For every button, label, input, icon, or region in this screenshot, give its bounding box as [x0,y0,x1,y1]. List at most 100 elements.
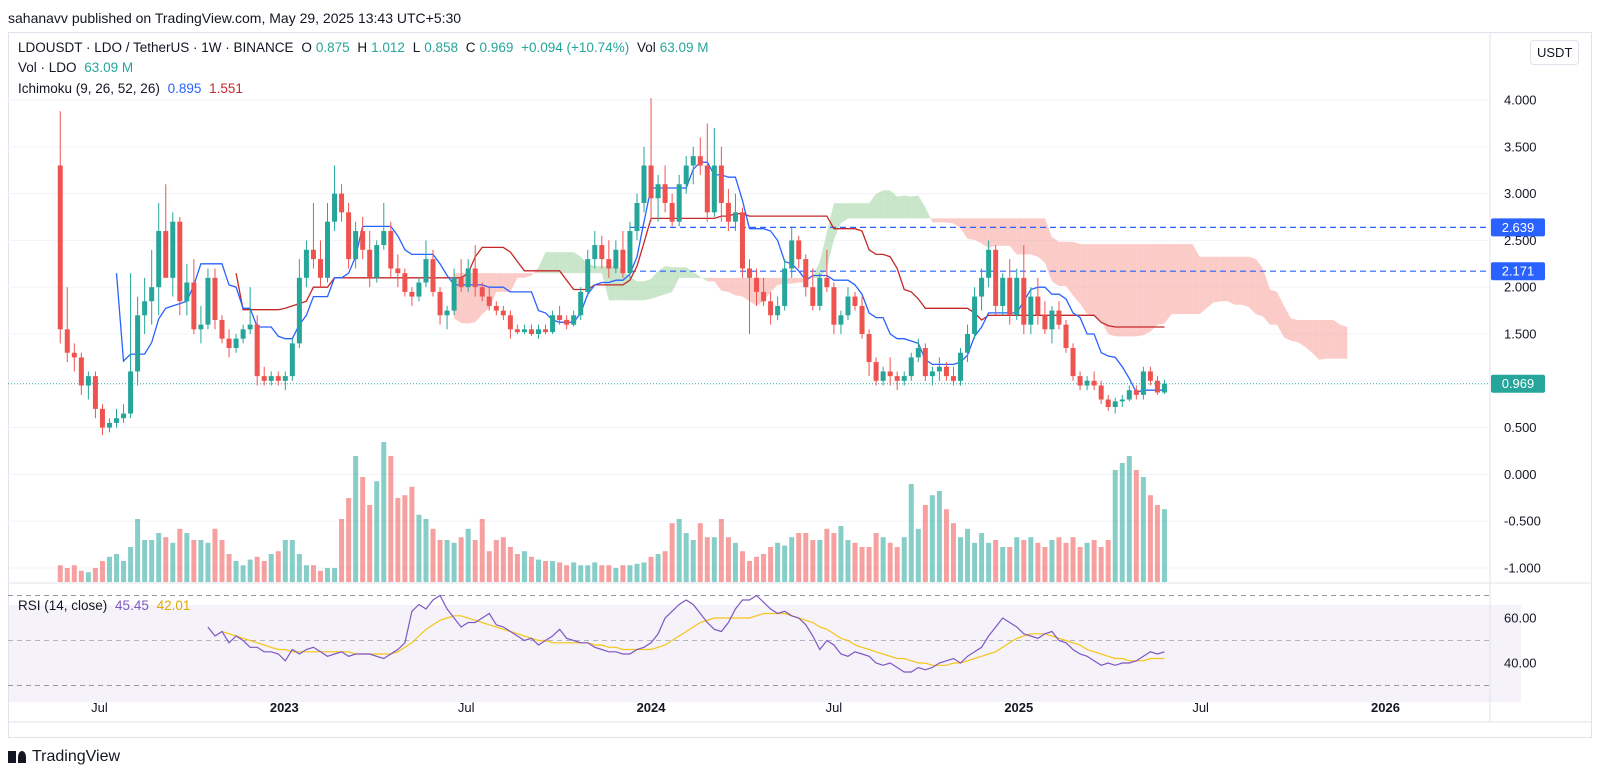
candle-body[interactable] [1063,324,1069,349]
candle-body[interactable] [873,362,879,381]
candle-body[interactable] [704,165,710,213]
candle-body[interactable] [472,268,478,288]
candle-body[interactable] [789,240,795,269]
candle-body[interactable] [979,277,985,297]
candle-body[interactable] [1028,296,1034,325]
candle-body[interactable] [339,193,345,213]
candle-body[interactable] [683,165,689,185]
candle-body[interactable] [1007,277,1013,316]
candle-body[interactable] [1077,376,1083,386]
candle-body[interactable] [486,296,492,306]
candle-body[interactable] [585,259,591,292]
candle-body[interactable] [929,371,935,377]
candle-body[interactable] [177,221,183,302]
candle-body[interactable] [1042,315,1048,330]
candle-body[interactable] [409,291,415,297]
candle-body[interactable] [114,418,120,423]
candle-body[interactable] [1021,277,1027,325]
candle-body[interactable] [1105,399,1111,408]
candle-body[interactable] [838,315,844,325]
candle-body[interactable] [662,184,668,203]
candle-body[interactable] [282,376,288,381]
candle-body[interactable] [184,282,190,302]
volume-indicator-label[interactable]: Vol · LDO [18,60,77,75]
candle-body[interactable] [796,240,802,260]
candle-body[interactable] [268,376,274,381]
candle-body[interactable] [198,324,204,330]
candle-body[interactable] [965,334,971,353]
candle-body[interactable] [325,221,331,278]
candle-body[interactable] [1049,310,1055,330]
candle-body[interactable] [761,291,767,302]
candle-body[interactable] [170,221,176,278]
candle-body[interactable] [1119,399,1125,402]
candle-body[interactable] [360,231,366,250]
candle-body[interactable] [550,315,556,333]
candle-body[interactable] [690,156,696,166]
candle-body[interactable] [1091,380,1097,386]
candle-body[interactable] [1161,383,1167,393]
candle-body[interactable] [395,268,401,274]
candle-body[interactable] [106,422,112,428]
candle-body[interactable] [655,184,661,199]
candle-body[interactable] [212,277,218,320]
candle-body[interactable] [219,319,225,339]
candle-body[interactable] [367,249,373,278]
ichimoku-label[interactable]: Ichimoku (9, 26, 52, 26) [18,81,160,96]
candle-body[interactable] [803,259,809,288]
candle-body[interactable] [128,371,134,414]
candle-body[interactable] [381,231,387,246]
candle-body[interactable] [536,329,542,334]
candle-body[interactable] [317,259,323,278]
candle-body[interactable] [521,329,527,333]
candle-body[interactable] [993,249,999,306]
candle-body[interactable] [627,231,633,274]
candle-body[interactable] [676,184,682,222]
candle-body[interactable] [254,324,260,377]
candle-body[interactable] [648,165,654,199]
candle-body[interactable] [423,259,429,283]
candle-body[interactable] [514,329,520,333]
candle-body[interactable] [135,315,141,372]
candle-body[interactable] [332,193,338,222]
candle-body[interactable] [599,245,605,260]
candle-body[interactable] [936,366,942,372]
candle-body[interactable] [64,329,70,353]
candle-body[interactable] [1056,310,1062,325]
candle-body[interactable] [247,324,253,330]
candle-body[interactable] [1133,390,1139,395]
candle-body[interactable] [845,296,851,316]
candle-body[interactable] [205,277,211,325]
candle-body[interactable] [57,165,63,330]
candle-body[interactable] [1147,371,1153,381]
candle-body[interactable] [99,408,105,428]
candle-body[interactable] [817,277,823,306]
candle-body[interactable] [71,352,77,358]
candle-body[interactable] [543,329,549,333]
candle-body[interactable] [261,376,267,381]
rsi-label[interactable]: RSI (14, close) [18,598,108,613]
candle-body[interactable] [92,376,98,409]
candle-body[interactable] [768,301,774,316]
candle-body[interactable] [557,315,563,320]
candle-body[interactable] [296,277,302,344]
candle-body[interactable] [1014,277,1020,316]
candle-body[interactable] [810,287,816,306]
candle-body[interactable] [606,259,612,269]
candle-body[interactable] [564,319,570,325]
candle-body[interactable] [894,376,900,381]
candle-body[interactable] [142,301,148,316]
candle-body[interactable] [78,357,84,386]
candle-body[interactable] [859,305,865,334]
candle-body[interactable] [578,291,584,316]
candle-body[interactable] [85,376,91,386]
candle-body[interactable] [711,165,717,213]
legend-symbol[interactable]: LDOUSDT · LDO / TetherUS · 1W · BINANCE [18,40,294,55]
candle-body[interactable] [149,287,155,302]
candle-body[interactable] [739,212,745,269]
candle-body[interactable] [402,273,408,292]
candle-body[interactable] [121,413,127,419]
candle-body[interactable] [233,338,239,349]
candle-body[interactable] [388,231,394,269]
candle-body[interactable] [669,202,675,222]
